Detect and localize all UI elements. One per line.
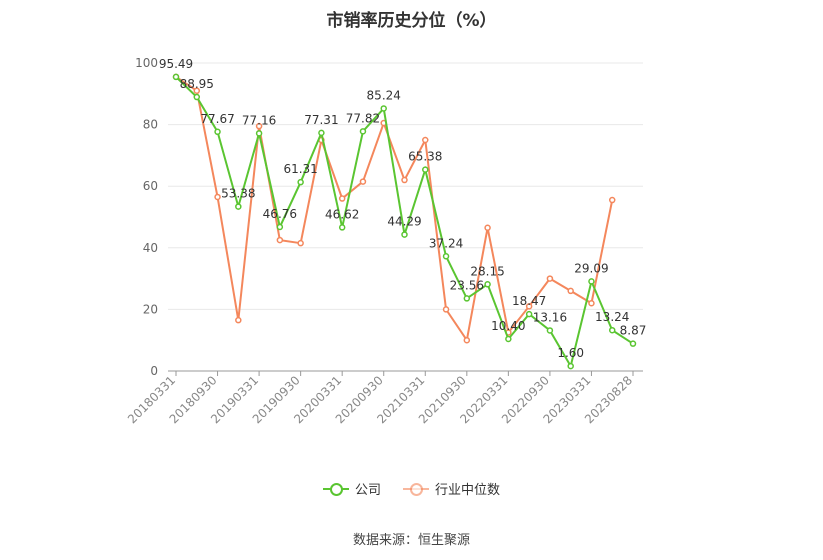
data-label: 77.31 <box>304 113 338 127</box>
data-label: 13.16 <box>533 310 567 324</box>
industry-point <box>567 287 574 295</box>
data-label: 1.60 <box>557 346 584 360</box>
industry-point <box>193 87 201 94</box>
y-tick-label: 60 <box>143 179 158 193</box>
legend: 公司 行业中位数 <box>0 479 823 498</box>
company-point <box>214 128 221 136</box>
y-tick-label: 100 <box>135 56 158 70</box>
company-point <box>359 128 367 135</box>
industry-point <box>235 316 242 324</box>
data-label: 61.31 <box>283 162 317 176</box>
line-chart: 0 20 40 60 80 100 201803312018093020190331201… <box>125 56 647 426</box>
industry-point <box>338 195 346 202</box>
y-tick-label: 80 <box>143 118 158 132</box>
data-label: 29.09 <box>574 261 608 275</box>
company-point <box>442 253 450 260</box>
company-point <box>588 278 595 285</box>
series-company <box>172 73 637 370</box>
data-label: 85.24 <box>367 88 401 102</box>
company-point <box>297 178 304 186</box>
data-label: 10.40 <box>491 319 525 333</box>
company-point <box>629 340 637 347</box>
industry-point <box>422 136 429 144</box>
legend-item-industry[interactable]: 行业中位数 <box>403 479 500 498</box>
company-point <box>422 166 429 173</box>
industry-point <box>214 193 221 201</box>
data-label: 37.24 <box>429 236 463 250</box>
industry-point <box>276 236 284 244</box>
data-label: 77.82 <box>346 111 380 125</box>
data-label: 95.49 <box>159 57 193 71</box>
legend-label-industry: 行业中位数 <box>435 483 501 498</box>
y-tick-label: 20 <box>143 302 158 316</box>
industry-point <box>608 196 616 204</box>
company-point <box>172 73 180 81</box>
company-point <box>525 310 533 318</box>
data-label: 13.24 <box>595 310 629 324</box>
company-point <box>546 327 554 334</box>
grid-lines <box>168 62 643 310</box>
company-point <box>380 105 387 112</box>
series-industry <box>172 73 616 344</box>
company-point <box>276 223 284 231</box>
chart-title: 市销率历史分位（%） <box>326 11 497 31</box>
company-point <box>318 129 325 137</box>
data-label: 65.38 <box>408 150 442 164</box>
industry-point <box>588 299 595 307</box>
industry-point <box>359 178 367 185</box>
data-label: 46.62 <box>325 207 359 221</box>
company-point <box>567 362 574 370</box>
data-label: 46.76 <box>263 207 297 221</box>
data-label: 44.29 <box>387 215 421 229</box>
company-point <box>193 93 201 101</box>
data-label: 77.67 <box>200 112 234 126</box>
x-axis: 2018033120180930201903312019093020200331… <box>125 370 643 426</box>
industry-point <box>442 306 450 313</box>
legend-swatch-company <box>322 482 349 496</box>
data-label: 88.95 <box>180 77 214 91</box>
company-point <box>505 335 512 343</box>
data-label: 28.15 <box>470 264 504 278</box>
industry-point <box>255 122 263 130</box>
data-label: 77.16 <box>242 113 276 127</box>
company-point <box>401 231 408 238</box>
y-axis-ticks: 0 20 40 60 80 100 <box>135 56 158 378</box>
legend-item-company[interactable]: 公司 <box>322 479 381 498</box>
legend-label-company: 公司 <box>354 483 381 498</box>
company-point <box>235 203 242 210</box>
company-point <box>338 224 346 231</box>
data-label: 8.87 <box>620 324 647 338</box>
data-label: 53.38 <box>221 187 255 201</box>
industry-line <box>175 76 614 343</box>
legend-swatch-industry <box>403 482 429 496</box>
company-point <box>484 281 491 288</box>
data-labels: 95.49 88.95 77.67 53.38 77.16 46.76 61.31 77.31… <box>159 57 647 360</box>
industry-point <box>484 224 491 232</box>
company-point <box>608 326 616 334</box>
data-label: 18.47 <box>512 294 546 308</box>
company-point <box>463 295 471 302</box>
industry-point <box>525 303 533 310</box>
y-tick-label: 0 <box>150 364 158 378</box>
industry-point <box>463 336 471 344</box>
data-source: 数据来源：恒生聚源 <box>352 533 470 548</box>
data-label: 23.56 <box>450 278 484 292</box>
company-point <box>255 130 263 137</box>
industry-point <box>297 239 304 247</box>
y-tick-label: 40 <box>143 241 158 255</box>
industry-point <box>546 275 554 282</box>
industry-point <box>401 176 408 184</box>
